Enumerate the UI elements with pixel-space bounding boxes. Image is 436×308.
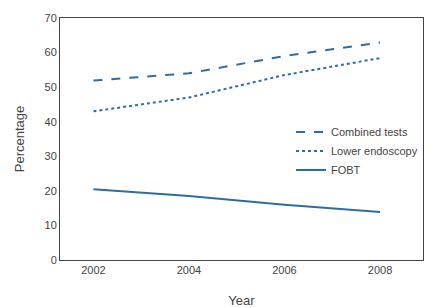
svg-text:40: 40 [45, 116, 57, 128]
svg-text:50: 50 [45, 81, 57, 93]
svg-text:Percentage: Percentage [12, 106, 27, 173]
svg-text:2006: 2006 [272, 264, 296, 276]
svg-text:2004: 2004 [177, 264, 201, 276]
svg-text:Lower endoscopy: Lower endoscopy [331, 145, 418, 157]
svg-text:2008: 2008 [368, 264, 392, 276]
svg-text:Year: Year [228, 293, 255, 308]
svg-text:70: 70 [45, 12, 57, 24]
svg-text:Combined tests: Combined tests [331, 126, 408, 138]
svg-text:10: 10 [45, 219, 57, 231]
svg-text:30: 30 [45, 150, 57, 162]
svg-text:FOBT: FOBT [331, 164, 361, 176]
svg-text:0: 0 [51, 254, 57, 266]
svg-text:2002: 2002 [81, 264, 105, 276]
svg-text:60: 60 [45, 46, 57, 58]
svg-text:20: 20 [45, 185, 57, 197]
